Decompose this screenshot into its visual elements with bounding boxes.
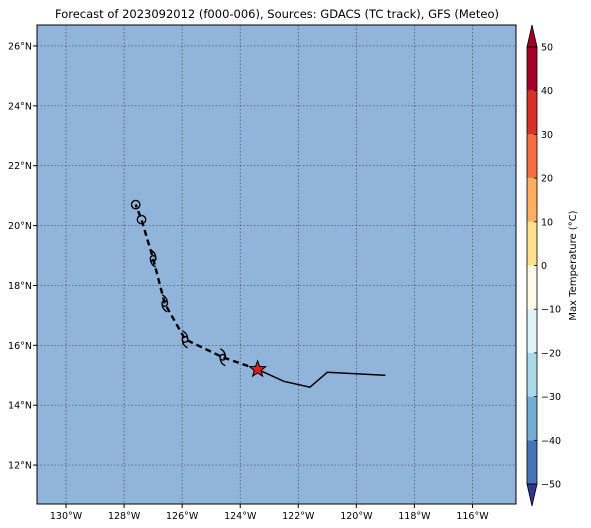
colorbar: 50 40 30 20 10 0 −10 −20 −30 −40 −50 Max Temperatur… — [526, 24, 579, 507]
colorbar-band — [527, 440, 537, 484]
ocean-background — [37, 25, 516, 504]
colorbar-tick-label: 20 — [541, 174, 553, 185]
longitude-tick-label: 120°W — [340, 511, 373, 522]
colorbar-under-extension — [526, 483, 538, 507]
latitude-tick-label: 18°N — [8, 281, 32, 292]
colorbar-band — [527, 90, 537, 135]
tropical-storm-symbol — [219, 348, 227, 367]
colorbar-band — [527, 352, 537, 397]
longitude-tick-label: 116°W — [456, 511, 489, 522]
colorbar-band — [527, 47, 537, 91]
colorbar-band — [527, 309, 537, 353]
colorbar-tick-label: −10 — [541, 305, 561, 316]
depression-symbol — [136, 214, 147, 225]
colorbar-band — [527, 178, 537, 222]
colorbar-over-extension — [526, 24, 538, 48]
longitude-tick-label: 126°W — [166, 511, 199, 522]
colorbar-band — [527, 396, 537, 441]
map-plot[interactable]: 130°W 128°W 126°W 124°W 122°W 120°W 118°W 116°W… — [8, 24, 517, 522]
colorbar-tick-label: 40 — [541, 86, 553, 97]
colorbar-band — [527, 221, 537, 266]
longitude-tick-label: 124°W — [224, 511, 257, 522]
colorbar-tick-label: −30 — [541, 392, 561, 403]
longitude-tick-label: 128°W — [108, 511, 141, 522]
colorbar-label: Max Temperature (°C) — [568, 210, 579, 320]
colorbar-tick-label: 30 — [541, 130, 553, 141]
latitude-tick-label: 12°N — [8, 461, 32, 472]
colorbar-tick-label: 0 — [541, 261, 547, 272]
colorbar-tick-label: −50 — [541, 480, 561, 491]
colorbar-band — [527, 134, 537, 179]
latitude-tick-label: 20°N — [8, 221, 32, 232]
map-title: Forecast of 2023092012 (f000-006), Sourc… — [55, 7, 499, 21]
colorbar-tick-label: −40 — [541, 436, 561, 447]
tropical-storm-symbol — [181, 330, 189, 349]
map-frame — [36, 24, 517, 505]
observed-track-line — [257, 368, 386, 389]
longitude-tick-label: 122°W — [282, 511, 315, 522]
latitude-tick-label: 24°N — [8, 101, 32, 112]
latitude-tick-label: 14°N — [8, 401, 32, 412]
tropical-storm-symbol — [149, 249, 157, 268]
colorbar-tick-label: 10 — [541, 217, 553, 228]
current-position-star — [248, 359, 268, 378]
colorbar-tick-label: 50 — [541, 43, 553, 54]
depression-symbol — [130, 199, 141, 210]
latitude-tick-label: 22°N — [8, 161, 32, 172]
latitude-tick-label: 26°N — [8, 41, 32, 52]
longitude-tick-label: 118°W — [398, 511, 431, 522]
latitude-tick-label: 16°N — [8, 341, 32, 352]
longitude-tick-label: 130°W — [50, 511, 83, 522]
tropical-storm-symbol — [161, 294, 169, 313]
colorbar-band — [527, 265, 537, 310]
colorbar-tick-label: −20 — [541, 348, 561, 359]
